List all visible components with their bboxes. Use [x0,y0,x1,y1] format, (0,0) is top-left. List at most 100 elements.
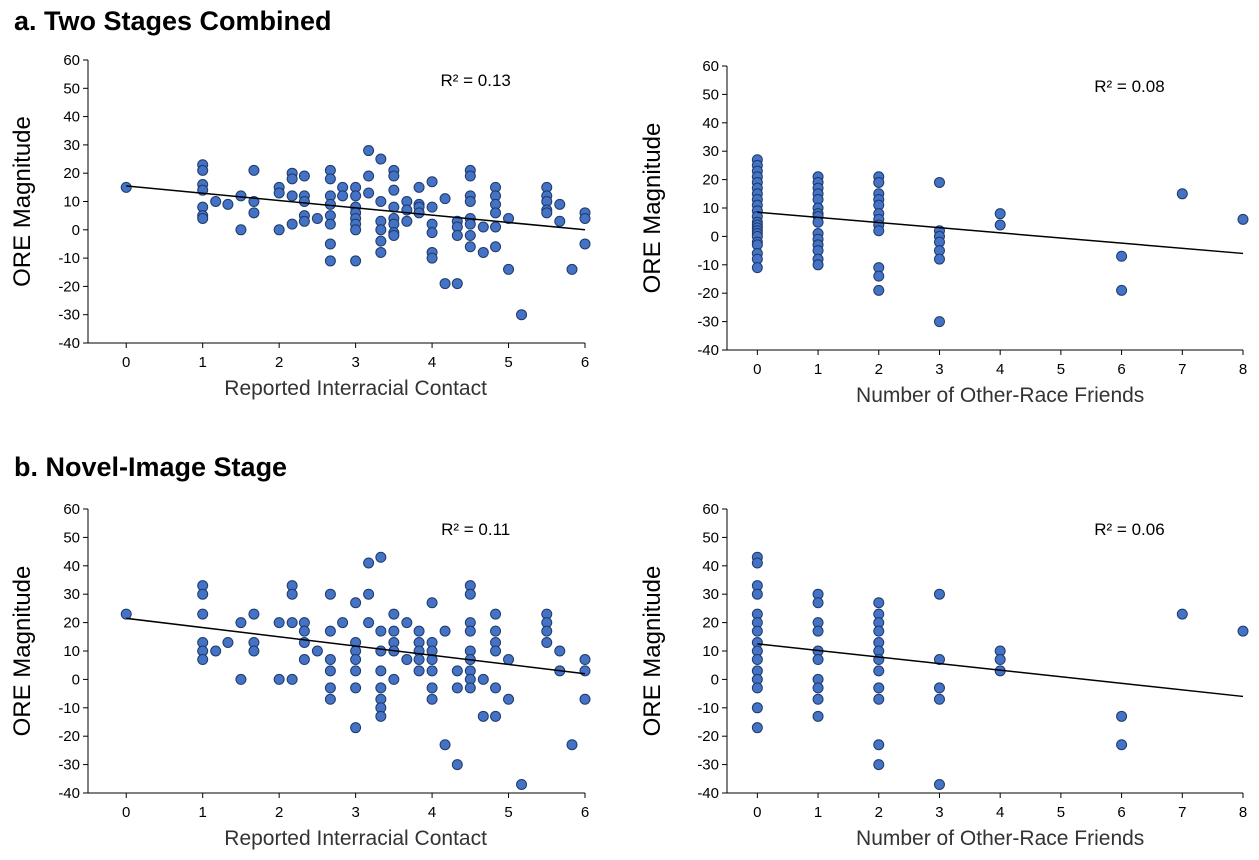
data-point [933,588,945,600]
x-tick-label: 1 [814,804,822,821]
data-point [477,710,489,722]
data-point [1116,284,1128,296]
data-point [873,682,885,694]
data-point [324,588,336,600]
data-point [812,216,824,228]
y-tick-label: 40 [63,109,80,126]
y-tick-label: 10 [63,643,80,660]
x-tick-label: 6 [1117,804,1125,821]
x-tick-label: 1 [199,354,207,371]
data-point [812,710,824,722]
y-tick-label: -20 [58,278,80,295]
x-tick-label: 4 [428,354,436,371]
data-point [286,588,298,600]
data-point [451,229,463,241]
data-point [120,181,132,193]
chart-a-right: -40 -30 -20 -10 0 10 20 30 40 50 60 0 1 2 3 4 5 6 7 8 Number… [639,58,1249,407]
data-point [873,225,885,237]
chart-b-right: -40 -30 -20 -10 0 10 20 30 40 50 60 0 1 2 3 4 5 6 7 8 Number… [639,501,1249,850]
data-point [933,253,945,265]
y-tick-label: -10 [58,700,80,717]
y-tick-label: 60 [702,58,719,75]
data-point [363,187,375,199]
data-point [751,682,763,694]
x-tick-label: 3 [351,804,359,821]
data-point [873,625,885,637]
data-point [197,164,209,176]
data-point [439,625,451,637]
x-tick-label: 5 [504,354,512,371]
y-tick-label: 0 [711,228,719,245]
x-tick-label: 7 [1178,361,1186,378]
y-tick-label: 40 [702,558,719,575]
y-tick-label: 0 [72,671,80,688]
data-point [363,557,375,569]
x-tick-label: 7 [1178,804,1186,821]
data-point [363,617,375,629]
data-point [286,190,298,202]
y-tick-label: 60 [702,501,719,518]
data-point [503,654,515,666]
y-tick-label: 0 [72,222,80,239]
x-tick-label: 3 [351,354,359,371]
data-point [812,654,824,666]
data-point [994,654,1006,666]
x-tick-label: 1 [814,361,822,378]
section-title-b: b. Novel-Image Stage [14,452,288,482]
y-tick-label: 50 [63,529,80,546]
y-tick-label: -40 [697,785,719,802]
x-tick-label: 8 [1239,361,1247,378]
data-point [375,224,387,236]
y-axis-label: ORE Magnitude [9,116,36,287]
data-point [873,176,885,188]
data-point [812,259,824,271]
data-point [812,693,824,705]
y-tick-label: -40 [58,785,80,802]
x-tick-label: 6 [581,354,589,371]
x-tick-label: 0 [122,354,130,371]
data-point [426,693,438,705]
y-tick-label: 30 [702,143,719,160]
x-tick-label: 2 [875,804,883,821]
data-point [235,617,247,629]
data-point [298,170,310,182]
data-point [350,682,362,694]
data-point [464,682,476,694]
data-point [273,187,285,199]
data-point [375,196,387,207]
data-point [375,710,387,722]
data-point [388,170,400,182]
data-point [426,665,438,677]
data-point [375,551,387,563]
data-point [503,212,515,224]
data-point [933,778,945,790]
data-point [324,625,336,637]
data-point [751,702,763,714]
y-tick-label: 0 [711,671,719,688]
data-point [273,673,285,685]
data-point [873,270,885,282]
data-point [994,208,1006,220]
data-point [286,218,298,230]
data-point [490,207,502,219]
data-point [324,693,336,705]
data-point [873,665,885,677]
data-point [490,682,502,694]
data-point [554,198,566,210]
y-tick-label: 10 [702,643,719,660]
x-tick-label: 4 [996,361,1004,378]
data-point [451,759,463,771]
y-tick-label: 40 [702,115,719,132]
data-point [401,617,413,629]
trend-line [757,211,1244,255]
data-point [222,636,234,648]
data-point [566,263,578,275]
y-tick-label: 20 [63,165,80,182]
data-point [197,588,209,600]
y-tick-label: 20 [702,172,719,189]
data-point [197,654,209,666]
data-point [350,722,362,734]
data-point [286,617,298,629]
data-point [337,190,349,202]
data-point [413,181,425,193]
